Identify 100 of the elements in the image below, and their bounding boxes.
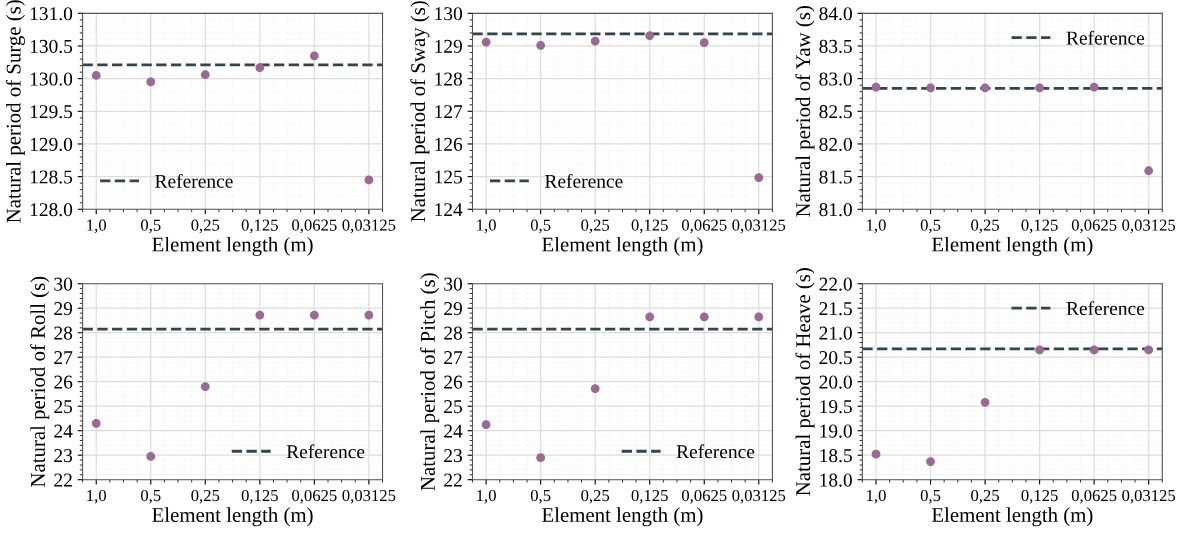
point [91, 70, 101, 80]
y-tick-label: 29 [54, 302, 73, 316]
point [590, 36, 600, 46]
y-tick-label: 129.5 [30, 105, 73, 119]
y-tick-label: 124 [435, 203, 463, 217]
x-tick-label: 0,25 [971, 489, 1000, 504]
y-tick-label: 19.5 [820, 400, 852, 414]
point [200, 70, 210, 80]
x-tick-label: 0,03125 [342, 219, 396, 234]
x-axis-title: Element length (m) [542, 236, 703, 256]
x-tick-label: 0,5 [530, 219, 551, 234]
point [536, 453, 546, 463]
x-axis-title: Element length (m) [931, 507, 1093, 527]
x-tick-label: 0,5 [140, 219, 161, 234]
point [255, 63, 265, 72]
y-tick-label: 125 [435, 170, 463, 184]
legend-label: Reference [1066, 301, 1145, 316]
point [645, 31, 655, 40]
point [1035, 83, 1044, 93]
point [309, 310, 319, 320]
x-tick-label: 1,0 [477, 219, 496, 234]
x-tick-label: 1,0 [87, 489, 107, 504]
x-tick-label: 0,03125 [342, 489, 396, 504]
x-tick-label: 1,0 [87, 219, 107, 234]
y-tick-label: 130 [435, 7, 463, 21]
y-tick-label: 23 [54, 449, 73, 463]
x-axis-title: Element length (m) [152, 236, 313, 256]
x-tick-label: 0,25 [971, 219, 1000, 234]
y-tick-label: 20.0 [819, 375, 852, 389]
y-tick-label: 26 [444, 375, 463, 389]
legend-label: Reference [676, 444, 755, 459]
y-tick-label: 24 [444, 424, 463, 438]
y-tick-label: 22.0 [819, 277, 852, 291]
point [536, 40, 546, 50]
y-tick-label: 83.0 [819, 72, 852, 86]
point [699, 312, 709, 322]
x-tick-label: 1,0 [867, 489, 886, 504]
x-tick-label: 1,0 [867, 219, 886, 234]
point [1144, 166, 1154, 176]
y-tick-label: 22 [54, 473, 72, 487]
x-tick-label: 0,125 [631, 489, 668, 504]
y-tick-label: 127 [435, 105, 463, 119]
point [255, 310, 265, 320]
x-axis-title: Element length (m) [931, 236, 1093, 256]
y-tick-label: 18.5 [820, 449, 852, 463]
x-axis-title: Element length (m) [152, 507, 313, 527]
y-tick-label: 28 [444, 326, 463, 340]
point [146, 77, 156, 87]
y-tick-label: 131.0 [30, 7, 73, 21]
point [146, 452, 156, 461]
y-tick-label: 128 [435, 72, 463, 86]
y-axis-title: Natural period of Pitch (s) [420, 273, 440, 491]
x-axis-title: Element length (m) [542, 507, 703, 527]
point [1144, 345, 1154, 355]
y-tick-label: 129.0 [30, 137, 73, 151]
y-tick-label: 24 [54, 424, 73, 438]
x-tick-label: 0,0625 [292, 489, 337, 504]
y-tick-label: 27 [54, 351, 73, 364]
y-tick-label: 26 [54, 375, 73, 389]
point [481, 37, 491, 47]
x-tick-label: 0,0625 [681, 489, 727, 504]
x-tick-label: 0,03125 [1122, 489, 1176, 504]
y-tick-label: 29 [444, 302, 462, 316]
point [754, 173, 764, 182]
legend-label: Reference [1066, 30, 1145, 45]
x-tick-label: 0,0625 [681, 219, 727, 234]
y-tick-label: 82.0 [819, 137, 852, 151]
y-tick-label: 21.5 [819, 302, 852, 316]
y-tick-label: 21.0 [819, 326, 852, 340]
y-tick-label: 30 [444, 277, 463, 291]
x-tick-label: 0,0625 [292, 219, 337, 234]
y-tick-label: 81.5 [819, 170, 852, 184]
x-tick-label: 0,25 [191, 219, 220, 234]
x-tick-label: 0,25 [191, 489, 220, 504]
point [980, 397, 990, 407]
y-tick-label: 30 [54, 277, 73, 291]
y-tick-label: 84.0 [819, 7, 852, 21]
y-tick-label: 126 [435, 137, 463, 151]
y-tick-label: 82.5 [819, 105, 852, 119]
x-tick-label: 0,125 [1021, 489, 1058, 504]
legend-label: Reference [155, 173, 233, 188]
y-axis-title: Natural period of Sway (s) [410, 1, 430, 222]
point [309, 51, 319, 61]
point [1035, 345, 1044, 355]
point [754, 312, 764, 322]
y-tick-label: 27 [444, 351, 463, 364]
point [699, 38, 709, 48]
point [1089, 345, 1099, 355]
point [590, 384, 600, 393]
point [91, 418, 101, 428]
point [871, 449, 881, 459]
x-tick-label: 0,25 [581, 489, 610, 504]
point [364, 310, 374, 320]
x-tick-label: 0,125 [631, 219, 668, 234]
y-tick-label: 23 [444, 449, 463, 463]
legend-label: Reference [545, 173, 623, 188]
x-tick-label: 0,03125 [732, 489, 786, 504]
y-tick-label: 28 [54, 326, 73, 340]
x-tick-label: 0,25 [581, 219, 610, 234]
x-tick-label: 0,03125 [732, 219, 786, 234]
